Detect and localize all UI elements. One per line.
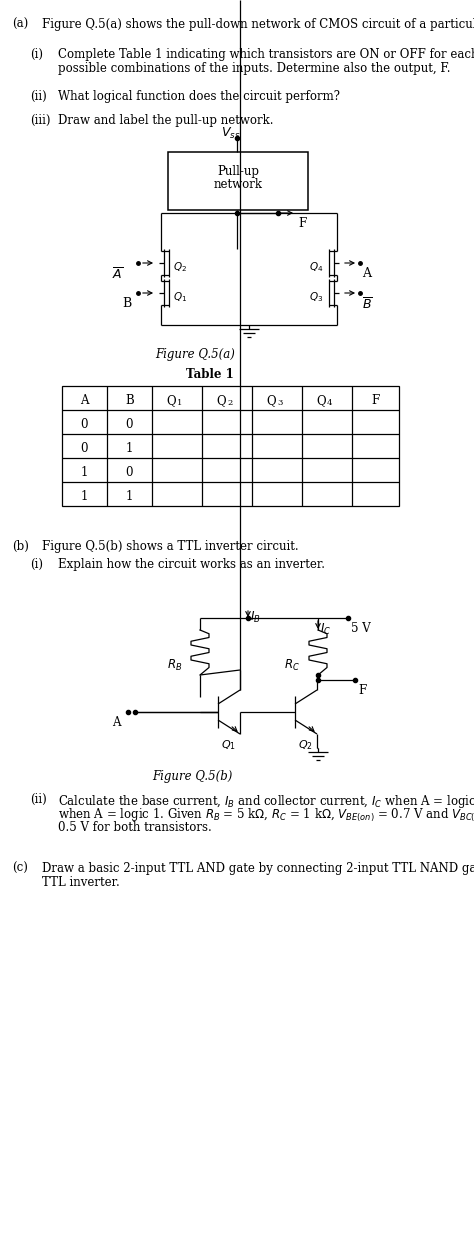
Text: $Q_2$: $Q_2$ bbox=[173, 260, 187, 273]
Text: possible combinations of the inputs. Determine also the output, F.: possible combinations of the inputs. Det… bbox=[58, 62, 450, 75]
Text: Complete Table 1 indicating which transistors are ON or OFF for each of the: Complete Table 1 indicating which transi… bbox=[58, 47, 474, 61]
Text: $Q_3$: $Q_3$ bbox=[309, 290, 323, 303]
Bar bbox=[168, 152, 308, 210]
Text: A: A bbox=[362, 267, 371, 280]
Text: (ii): (ii) bbox=[30, 792, 47, 806]
Text: $I_B$: $I_B$ bbox=[250, 610, 261, 625]
Text: Figure Q.5(b): Figure Q.5(b) bbox=[152, 770, 232, 782]
Text: (ii): (ii) bbox=[30, 90, 47, 104]
Text: $R_B$: $R_B$ bbox=[167, 658, 182, 673]
Text: 1: 1 bbox=[81, 490, 88, 503]
Text: Q: Q bbox=[166, 394, 176, 408]
Text: Q: Q bbox=[216, 394, 226, 408]
Text: $I_C$: $I_C$ bbox=[320, 622, 331, 636]
Text: Q: Q bbox=[316, 394, 326, 408]
Text: 0: 0 bbox=[126, 467, 133, 479]
Text: Figure Q.5(a) shows the pull-down network of CMOS circuit of a particular gate.: Figure Q.5(a) shows the pull-down networ… bbox=[42, 17, 474, 31]
Text: (iii): (iii) bbox=[30, 114, 51, 127]
Text: 1: 1 bbox=[177, 399, 182, 407]
Bar bbox=[62, 386, 399, 505]
Text: (c): (c) bbox=[12, 862, 28, 875]
Text: F: F bbox=[371, 394, 380, 408]
Text: Explain how the circuit works as an inverter.: Explain how the circuit works as an inve… bbox=[58, 558, 325, 572]
Text: Calculate the base current, $I_B$ and collector current, $I_C$ when A = logic 0 : Calculate the base current, $I_B$ and co… bbox=[58, 792, 474, 810]
Text: 1: 1 bbox=[81, 467, 88, 479]
Text: B: B bbox=[122, 297, 131, 310]
Text: TTL inverter.: TTL inverter. bbox=[42, 876, 120, 889]
Text: A: A bbox=[112, 716, 120, 729]
Text: (a): (a) bbox=[12, 17, 28, 31]
Text: 5 V: 5 V bbox=[351, 622, 371, 635]
Text: $R_C$: $R_C$ bbox=[284, 658, 300, 673]
Text: Q: Q bbox=[266, 394, 276, 408]
Text: $Q_2$: $Q_2$ bbox=[298, 738, 313, 751]
Text: $Q_4$: $Q_4$ bbox=[309, 260, 323, 273]
Text: (b): (b) bbox=[12, 540, 29, 553]
Text: when A = logic 1. Given $R_B$ = 5 k$\Omega$, $R_C$ = 1 k$\Omega$, $V_{BE(on)}$ =: when A = logic 1. Given $R_B$ = 5 k$\Ome… bbox=[58, 807, 474, 824]
Text: network: network bbox=[213, 177, 263, 191]
Text: F: F bbox=[298, 217, 306, 230]
Text: $Q_1$: $Q_1$ bbox=[173, 290, 187, 303]
Text: Pull-up: Pull-up bbox=[217, 165, 259, 177]
Text: (i): (i) bbox=[30, 558, 43, 572]
Text: B: B bbox=[125, 394, 134, 408]
Text: Draw and label the pull-up network.: Draw and label the pull-up network. bbox=[58, 114, 273, 127]
Text: (i): (i) bbox=[30, 47, 43, 61]
Text: $\overline{B}$: $\overline{B}$ bbox=[362, 297, 373, 312]
Text: 1: 1 bbox=[126, 443, 133, 456]
Text: 0.5 V for both transistors.: 0.5 V for both transistors. bbox=[58, 821, 212, 834]
Text: Draw a basic 2-input TTL AND gate by connecting 2-input TTL NAND gate to a: Draw a basic 2-input TTL AND gate by con… bbox=[42, 862, 474, 875]
Text: Figure Q.5(a): Figure Q.5(a) bbox=[155, 348, 235, 361]
Text: F: F bbox=[358, 684, 366, 696]
Text: 2: 2 bbox=[227, 399, 232, 407]
Text: 0: 0 bbox=[81, 443, 88, 456]
Text: $Q_1$: $Q_1$ bbox=[221, 738, 236, 751]
Text: 0: 0 bbox=[126, 418, 133, 432]
Text: $V_{ss}$: $V_{ss}$ bbox=[221, 126, 241, 141]
Text: 1: 1 bbox=[126, 490, 133, 503]
Text: What logical function does the circuit perform?: What logical function does the circuit p… bbox=[58, 90, 340, 104]
Text: $\overline{A}$: $\overline{A}$ bbox=[112, 267, 123, 282]
Text: A: A bbox=[80, 394, 89, 408]
Text: Figure Q.5(b) shows a TTL inverter circuit.: Figure Q.5(b) shows a TTL inverter circu… bbox=[42, 540, 299, 553]
Text: Table 1: Table 1 bbox=[186, 368, 234, 381]
Text: 0: 0 bbox=[81, 418, 88, 432]
Text: 3: 3 bbox=[277, 399, 283, 407]
Text: 4: 4 bbox=[327, 399, 332, 407]
